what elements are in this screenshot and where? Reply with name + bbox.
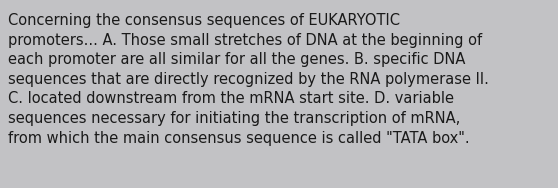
Text: Concerning the consensus sequences of EUKARYOTIC
promoters... A. Those small str: Concerning the consensus sequences of EU… xyxy=(8,13,489,146)
